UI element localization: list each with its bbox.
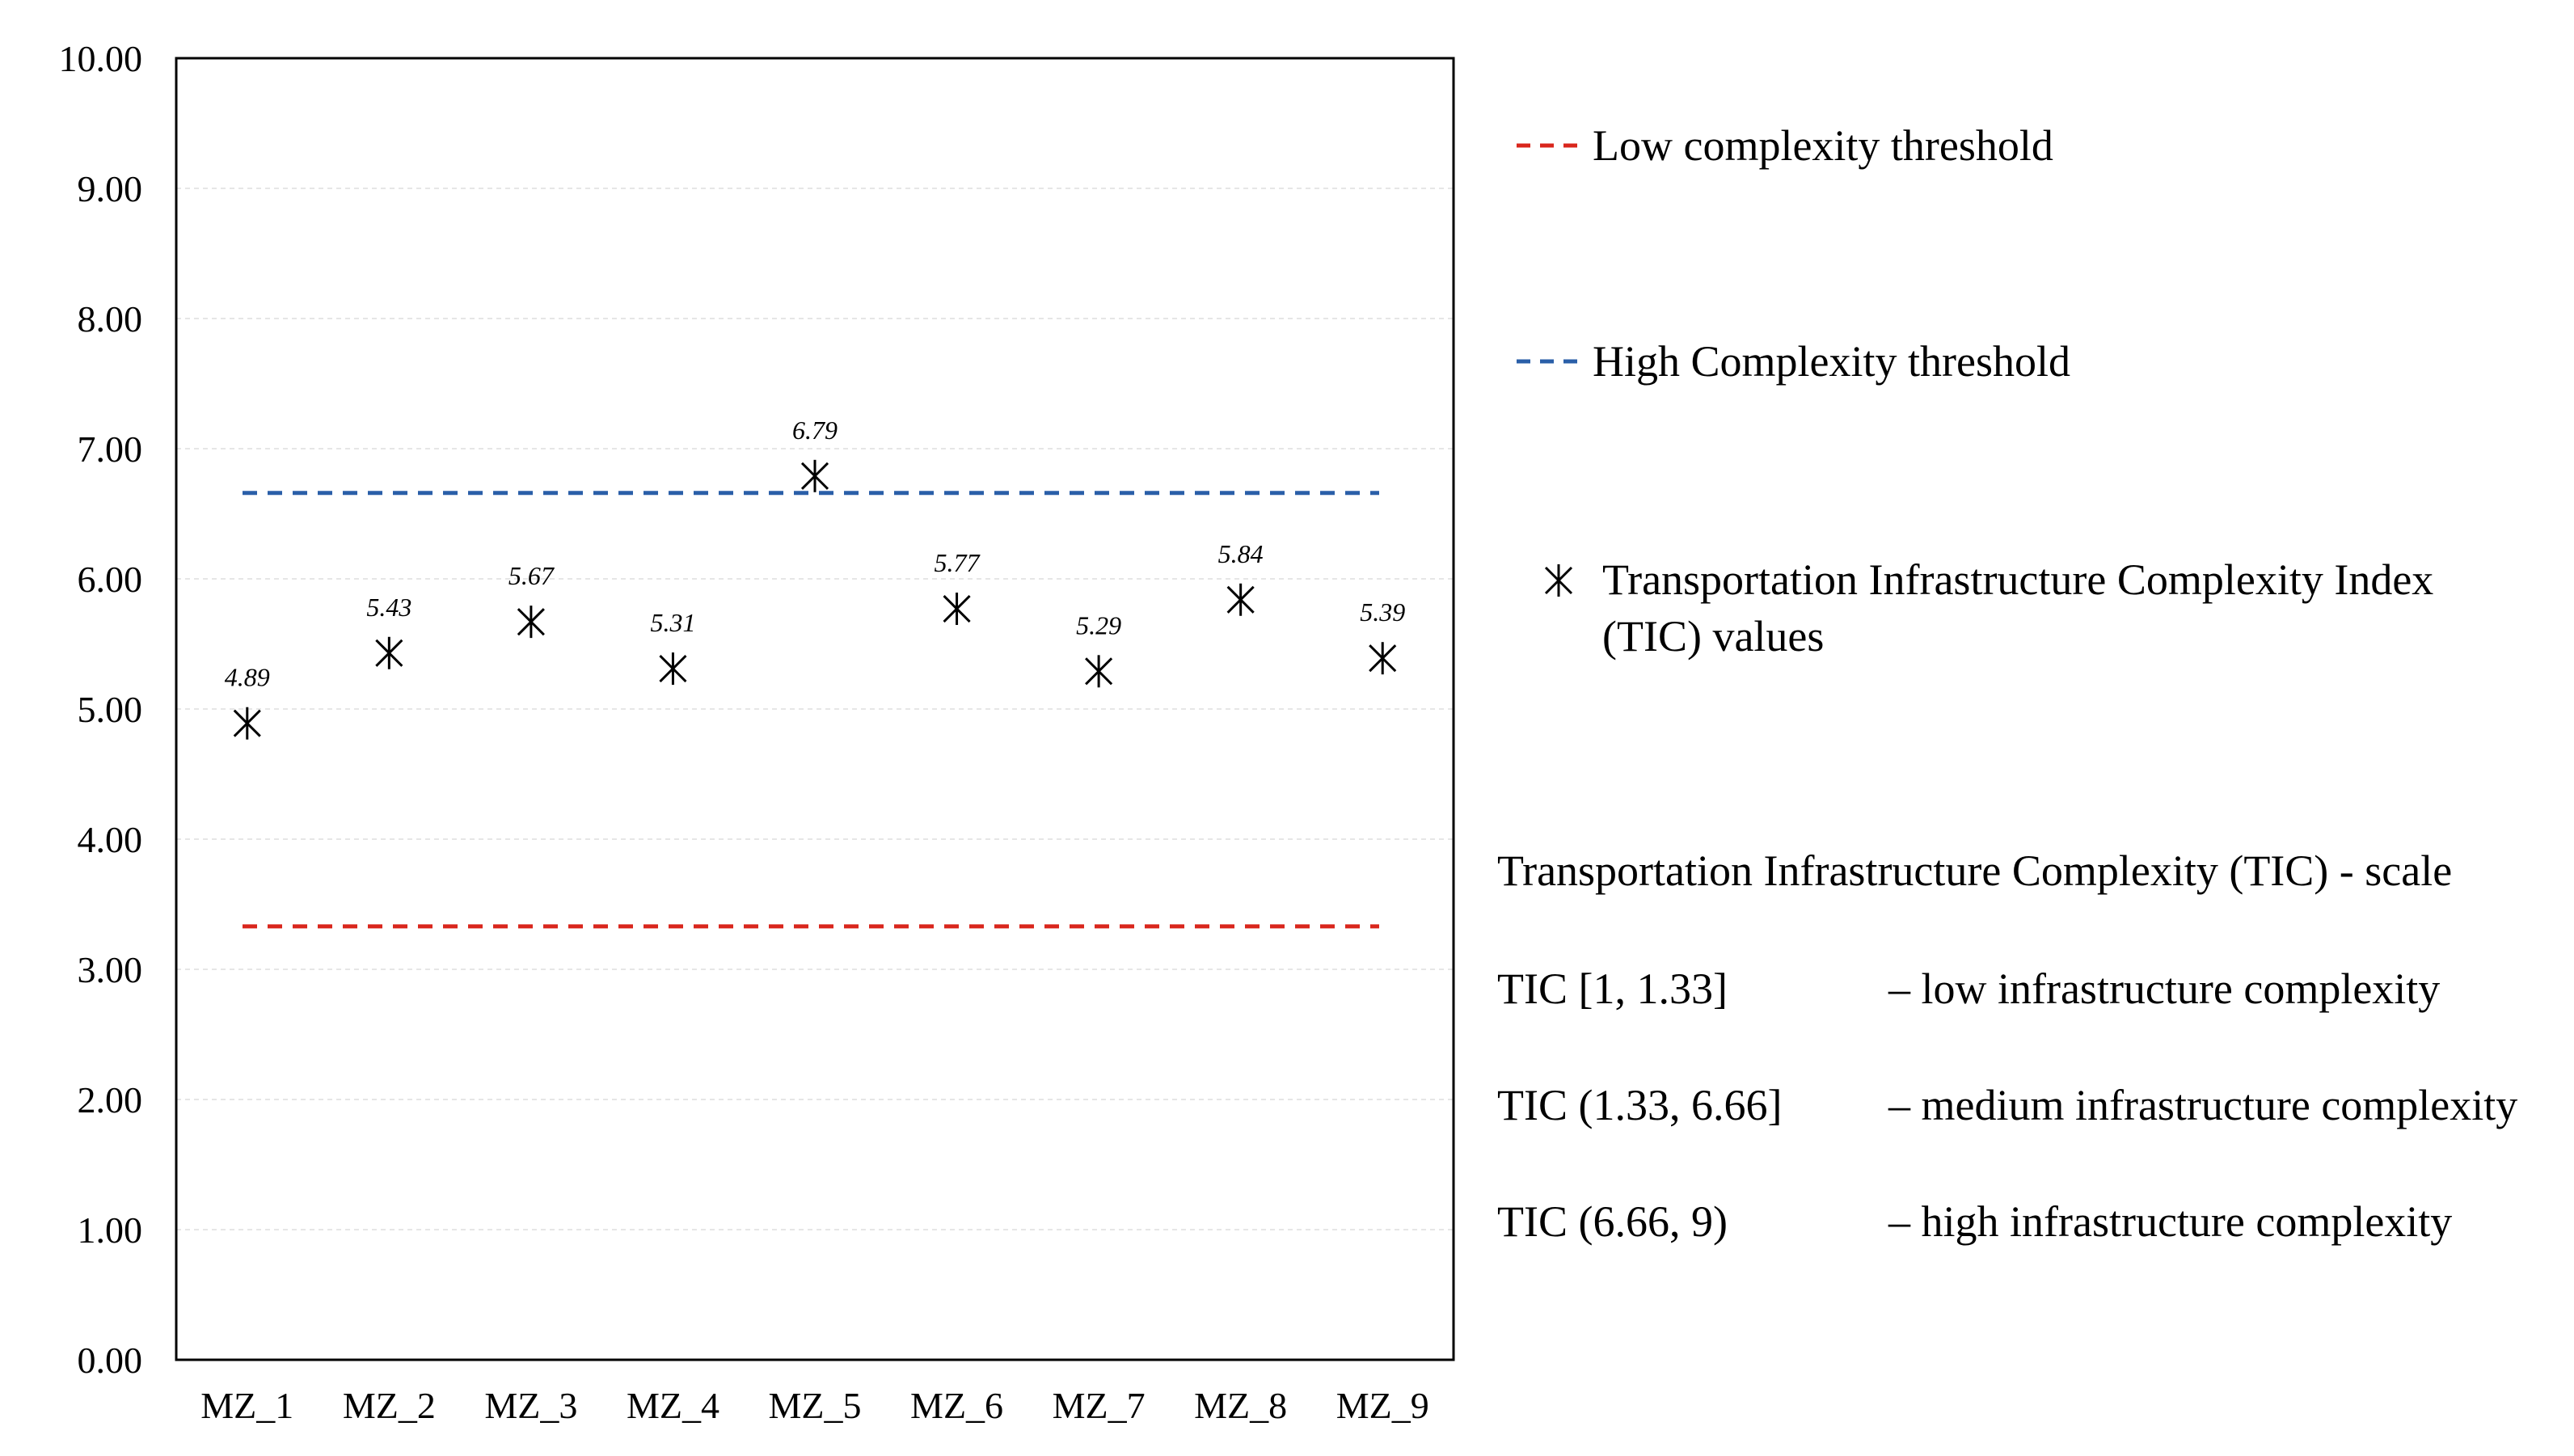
scale-range: TIC (6.66, 9) — [1497, 1197, 1728, 1246]
y-tick-label: 4.00 — [78, 819, 143, 860]
x-tick-label: MZ_7 — [1053, 1385, 1146, 1426]
tic-marker — [375, 636, 403, 669]
y-tick-label: 3.00 — [78, 949, 143, 990]
tic-marker — [659, 652, 687, 686]
legend-high-threshold-label: High Complexity threshold — [1593, 337, 2070, 386]
x-tick-label: MZ_2 — [343, 1385, 436, 1426]
tic-data-label: 5.39 — [1360, 597, 1405, 627]
tic-marker — [1085, 655, 1113, 688]
x-tick-label: MZ_1 — [200, 1385, 293, 1426]
legend-tic-marker-icon — [1544, 564, 1573, 597]
tic-marker — [517, 606, 545, 639]
threshold-lines — [243, 491, 1379, 929]
tic-data-label: 5.67 — [508, 561, 555, 590]
y-tick-label: 10.00 — [59, 38, 143, 79]
tic-marker — [943, 593, 971, 626]
tic-marker — [1369, 642, 1397, 675]
x-tick-label: MZ_6 — [910, 1385, 1003, 1426]
tic-data-labels: 4.89 5.43 5.67 5.31 6.79 5.77 5.29 5.84 5.39 — [225, 416, 1405, 692]
y-tick-label: 8.00 — [78, 298, 143, 340]
x-tick-label: MZ_3 — [484, 1385, 577, 1426]
y-tick-label: 7.00 — [78, 428, 143, 470]
y-tick-label: 2.00 — [78, 1079, 143, 1120]
scale-description: – low infrastructure complexity — [1888, 964, 2441, 1013]
tic-marker — [800, 459, 829, 492]
tic-data-label: 5.31 — [650, 608, 695, 637]
legend: Low complexity threshold High Complexity… — [1517, 121, 2433, 660]
tic-scale-panel: Transportation Infrastructure Complexity… — [1497, 841, 2564, 1308]
y-tick-label: 1.00 — [78, 1209, 143, 1251]
scale-description: – medium infrastructure complexity — [1888, 1081, 2518, 1129]
tic-marker — [1226, 583, 1255, 616]
y-tick-label: 5.00 — [78, 689, 143, 730]
x-tick-label: MZ_4 — [627, 1385, 719, 1426]
x-tick-label: MZ_8 — [1194, 1385, 1287, 1426]
tic-marker — [233, 707, 261, 740]
scale-range: TIC [1, 1.33] — [1497, 964, 1728, 1013]
tic-data-label: 4.89 — [225, 663, 270, 692]
tic-data-label: 6.79 — [792, 416, 838, 445]
scale-range: TIC (1.33, 6.66] — [1497, 1081, 1783, 1129]
y-tick-label: 0.00 — [78, 1340, 143, 1381]
scale-row-low: TIC [1, 1.33] – low infrastructure compl… — [1497, 959, 2564, 1019]
legend-tic-label-line2: (TIC) values — [1602, 612, 1824, 660]
tic-markers — [233, 459, 1397, 740]
x-axis-tick-labels: MZ_1 MZ_2 MZ_3 MZ_4 MZ_5 MZ_6 MZ_7 MZ_8 MZ_9 — [200, 1385, 1428, 1426]
legend-tic-label-line1: Transportation Infrastructure Complexity… — [1602, 555, 2433, 604]
scale-row-high: TIC (6.66, 9) – high infrastructure comp… — [1497, 1192, 2564, 1251]
y-axis-tick-labels: 0.00 1.00 2.00 3.00 4.00 5.00 6.00 7.00 8.00 9.00… — [59, 38, 143, 1381]
scale-title: Transportation Infrastructure Complexity… — [1497, 846, 2453, 895]
tic-data-label: 5.84 — [1218, 539, 1264, 568]
gridlines — [176, 188, 1454, 1230]
scale-row-medium: TIC (1.33, 6.66] – medium infrastructure… — [1497, 1075, 2564, 1135]
plot-area-frame — [175, 57, 1455, 1361]
x-tick-label: MZ_5 — [769, 1385, 862, 1426]
scale-description: – high infrastructure complexity — [1888, 1197, 2453, 1246]
tic-data-label: 5.43 — [366, 593, 411, 622]
y-tick-label: 6.00 — [78, 559, 143, 600]
tic-data-label: 5.29 — [1076, 610, 1121, 639]
y-tick-label: 9.00 — [78, 168, 143, 209]
legend-low-threshold-label: Low complexity threshold — [1593, 121, 2053, 170]
x-tick-label: MZ_9 — [1336, 1385, 1429, 1426]
tic-data-label: 5.77 — [935, 548, 981, 577]
